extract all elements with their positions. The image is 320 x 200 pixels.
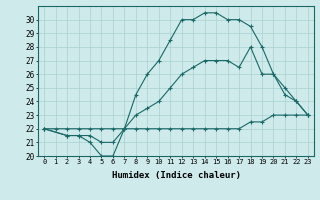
X-axis label: Humidex (Indice chaleur): Humidex (Indice chaleur) — [111, 171, 241, 180]
